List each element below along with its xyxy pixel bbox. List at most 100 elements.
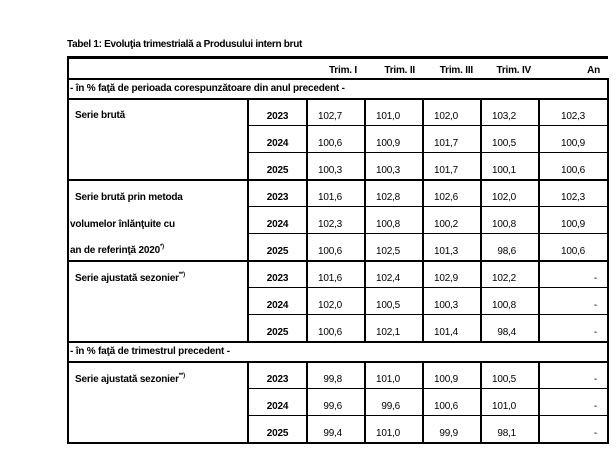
value-cell: 103,2 (481, 97, 540, 126)
table-row: 2024 100,6 100,9 101,7 100,5 100,9 (68, 125, 609, 153)
value-cell: 100,8 (365, 206, 424, 234)
section-label: - în % faţă de trimestrul precedent - (67, 340, 609, 363)
row-label-line: an de referinţă 2020 (70, 244, 160, 256)
value-cell: 102,0 (307, 287, 366, 315)
gdp-table: Trim. I Trim. II Trim. III Trim. IV An -… (67, 56, 609, 444)
table-row: 2024 102,0 100,5 100,3 100,8- (68, 287, 609, 315)
row-label-line: Serie brută prin metoda (75, 191, 183, 203)
year-cell: 2024 (248, 287, 308, 315)
value-cell: 101,7 (423, 152, 482, 181)
value-cell: 100,6 (539, 152, 609, 181)
value-cell: 100,3 (365, 152, 424, 181)
value-cell: 102,9 (423, 259, 482, 288)
value-cell: 100,5 (481, 125, 540, 153)
column-header: Trim. I (307, 56, 365, 80)
year-cell: 2025 (248, 152, 308, 181)
value-cell: 100,1 (481, 152, 540, 181)
value-cell: 102,6 (423, 178, 482, 207)
value-cell: 100,9 (539, 206, 609, 234)
table-row: an de referinţă 2020*) 2025 100,6 102,5 101,… (67, 233, 609, 262)
header-row: Trim. I Trim. II Trim. III Trim. IV An (67, 56, 608, 80)
value-cell: 99,4 (307, 415, 366, 444)
value-cell: 100,9 (365, 125, 424, 153)
value-cell: 100,3 (423, 287, 482, 315)
value-cell: 102,0 (481, 178, 540, 207)
value-cell: 100,3 (307, 152, 366, 181)
column-header: An (539, 56, 608, 80)
table-row: Serie brută prin metoda 2023 101,6 102,8 102… (67, 178, 609, 207)
value-cell: 100,5 (365, 287, 424, 315)
year-cell: 2025 (248, 314, 308, 343)
footnote-mark: **) (178, 372, 185, 379)
table-row: 2025 100,3 100,3 101,7 100,1 100,6 (68, 152, 609, 181)
footnote-mark: *) (159, 243, 164, 250)
column-header: Trim. IV (481, 56, 539, 80)
value-cell: 98,4 (481, 314, 540, 343)
value-cell: 99,9 (423, 415, 482, 444)
value-cell: 101,0 (365, 415, 424, 444)
column-header: Trim. III (423, 56, 481, 80)
value-cell: 102,8 (365, 178, 424, 207)
table-row: Serie ajustată sezonier**) 2023 99,8 101,0 1… (67, 360, 609, 444)
value-cell: 100,8 (481, 287, 540, 315)
value-cell: 101,0 (481, 388, 540, 416)
value-cell: 100,6 (307, 125, 366, 153)
value-cell: - (539, 287, 609, 315)
value-cell: 102,3 (307, 206, 366, 234)
value-cell: 100,6 (539, 233, 609, 262)
column-header: Trim. II (365, 56, 423, 80)
value-cell: - (539, 259, 609, 288)
value-cell: 100,6 (307, 233, 366, 262)
value-cell: - (539, 388, 609, 416)
header-blank (67, 56, 307, 80)
value-cell: 101,0 (365, 360, 424, 389)
table-row: 2025 99,4 101,0 99,9 98,1- (68, 415, 609, 444)
year-cell: 2024 (248, 388, 308, 416)
value-cell: 102,4 (365, 259, 424, 288)
value-cell: 102,5 (365, 233, 424, 262)
table-title: Tabel 1: Evoluţia trimestrială a Produsu… (67, 39, 303, 50)
value-cell: 100,5 (481, 360, 540, 389)
value-cell: 99,6 (307, 388, 366, 416)
value-cell: 98,1 (481, 415, 540, 444)
value-cell: 101,6 (307, 259, 366, 288)
table-row: 2024 99,6 99,6 100,6 101,0- (68, 388, 609, 416)
row-label: an de referinţă 2020*) (67, 233, 249, 262)
value-cell: - (539, 314, 609, 343)
value-cell: 100,8 (481, 206, 540, 234)
value-cell: - (539, 360, 609, 389)
row-label: Serie brută prin metoda (67, 178, 249, 207)
row-label: Serie brută (67, 97, 249, 181)
value-cell: 99,6 (365, 388, 424, 416)
table-row: Serie brută 2023 102,7 101,0 102,0 103,2 102,3 (67, 97, 609, 181)
section-label: - în % faţă de perioada corespunzătoare … (67, 77, 609, 100)
year-cell: 2023 (248, 360, 308, 389)
value-cell: 99,8 (307, 360, 366, 389)
year-cell: 2024 (248, 125, 308, 153)
value-cell: 100,2 (423, 206, 482, 234)
row-label: volumelor înlănţuite cu (67, 206, 249, 234)
value-cell: 102,1 (365, 314, 424, 343)
row-label: Serie ajustată sezonier**) (67, 360, 249, 444)
table-row: 2025 100,6 102,1 101,4 98,4- (68, 314, 609, 343)
value-cell: 101,4 (423, 314, 482, 343)
value-cell: 100,9 (539, 125, 609, 153)
value-cell: 102,2 (481, 259, 540, 288)
value-cell: 102,0 (423, 97, 482, 126)
row-label-line: volumelor înlănţuite cu (70, 218, 175, 230)
year-cell: 2024 (248, 206, 308, 234)
section-row: - în % faţă de perioada corespunzătoare … (67, 77, 609, 100)
year-cell: 2023 (248, 97, 308, 126)
year-cell: 2025 (248, 415, 308, 444)
table-row: volumelor înlănţuite cu 2024 102,3 100,8 100… (67, 206, 609, 234)
row-label: Serie ajustată sezonier**) (67, 259, 249, 343)
row-label-text: Serie ajustată sezonier (75, 373, 179, 385)
value-cell: 101,6 (307, 178, 366, 207)
year-cell: 2025 (248, 233, 308, 262)
footnote-mark: **) (178, 271, 185, 278)
section-row: - în % faţă de trimestrul precedent - (67, 340, 609, 363)
value-cell: 102,7 (307, 97, 366, 126)
year-cell: 2023 (248, 178, 308, 207)
value-cell: 100,9 (423, 360, 482, 389)
table-row: Serie ajustată sezonier**) 2023 101,6 102,4… (67, 259, 609, 343)
